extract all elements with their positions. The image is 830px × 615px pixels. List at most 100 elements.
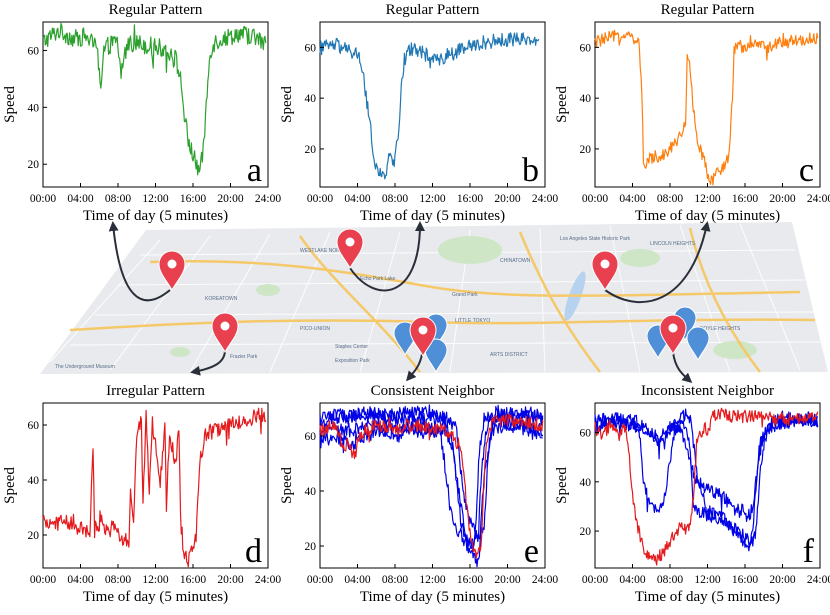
x-tick-label: 00:00 — [307, 574, 333, 586]
series-line-sensor — [42, 407, 267, 568]
y-tick-label: 60 — [305, 431, 317, 443]
x-axis-label: Time of day (5 minutes) — [83, 208, 228, 224]
map-label: Echo Park Lake — [360, 276, 396, 282]
map-labels: WESTLAKE NORTH KOREATOWN PICO-UNION CHIN… — [55, 236, 741, 370]
chart-panel-a: Regular Pattern 00:00 04:00 08:00 12:00 16:00… — [2, 2, 281, 224]
x-tick-label: 24:00 — [807, 193, 830, 205]
chart-title: Regular Pattern — [661, 2, 755, 18]
map-parks — [170, 236, 757, 359]
panel-letter: b — [522, 152, 539, 189]
chart-title: Inconsistent Neighbor — [641, 383, 774, 399]
panel-letter: e — [524, 533, 539, 570]
y-tick-label: 40 — [28, 102, 40, 114]
x-tick-label: 16:00 — [457, 574, 483, 586]
x-tick-label: 12:00 — [694, 574, 720, 586]
y-tick-label: 40 — [580, 93, 592, 105]
y-tick-label: 40 — [305, 486, 317, 498]
x-tick-label: 00:00 — [307, 193, 333, 205]
y-tick-label: 20 — [580, 526, 592, 538]
x-tick-label: 20:00 — [494, 574, 520, 586]
x-tick-label: 24:00 — [255, 193, 281, 205]
y-tick-label: 60 — [305, 42, 317, 54]
x-tick-label: 04:00 — [344, 574, 370, 586]
map-label: LITTLE TOKYO — [455, 318, 490, 324]
map-label: PICO-UNION — [300, 326, 330, 332]
map-pin-red-icon — [158, 250, 186, 292]
target-pins — [158, 228, 687, 358]
map-pin-red-icon — [409, 316, 437, 358]
map-label: BOYLE HEIGHTS — [700, 326, 741, 332]
y-tick-label: 20 — [28, 159, 40, 171]
map-label: Grand Park — [452, 292, 478, 298]
x-tick-label: 20:00 — [217, 193, 243, 205]
panel-letter: d — [245, 533, 262, 570]
y-tick-label: 60 — [28, 45, 40, 57]
x-tick-label: 08:00 — [382, 193, 408, 205]
map-label: Frazier Park — [230, 354, 258, 360]
x-tick-label: 16:00 — [180, 574, 206, 586]
x-tick-label: 16:00 — [457, 193, 483, 205]
map-pin-blue-icon — [424, 338, 448, 374]
y-axis-label: Speed — [554, 467, 570, 504]
x-tick-label: 08:00 — [105, 574, 131, 586]
x-tick-label: 20:00 — [769, 193, 795, 205]
x-tick-label: 20:00 — [494, 193, 520, 205]
chart-panel-d: Irregular Pattern 00:00 04:00 08:00 12:00 16:… — [2, 383, 281, 605]
y-tick-label: 60 — [28, 420, 40, 432]
x-axis-label: Time of day (5 minutes) — [83, 589, 228, 605]
x-tick-label: 20:00 — [769, 574, 795, 586]
x-tick-label: 20:00 — [217, 574, 243, 586]
x-axis-label: Time of day (5 minutes) — [635, 208, 780, 224]
x-tick-label: 12:00 — [419, 193, 445, 205]
map-label: ARTS DISTRICT — [490, 352, 528, 358]
x-tick-label: 08:00 — [657, 193, 683, 205]
x-tick-label: 00:00 — [582, 574, 608, 586]
series-line-sensor — [42, 22, 267, 176]
x-tick-label: 08:00 — [382, 574, 408, 586]
y-axis-label: Speed — [279, 86, 295, 123]
x-tick-label: 00:00 — [30, 193, 56, 205]
y-tick-label: 20 — [305, 541, 317, 553]
y-tick-label: 40 — [305, 93, 317, 105]
y-tick-label: 40 — [28, 475, 40, 487]
x-axis-label: Time of day (5 minutes) — [360, 589, 505, 605]
map-label: KOREATOWN — [205, 296, 238, 302]
y-tick-label: 20 — [305, 144, 317, 156]
y-tick-label: 20 — [580, 144, 592, 156]
x-tick-label: 12:00 — [142, 193, 168, 205]
connector-arrow-e — [406, 353, 423, 382]
map-pin-red-icon — [336, 228, 364, 270]
plot-frame — [594, 21, 821, 188]
map-connectors — [108, 221, 711, 383]
chart-title: Irregular Pattern — [106, 383, 205, 399]
chart-panel-f: Inconsistent Neighbor 00:00 04:00 08:00 12:0… — [554, 383, 830, 605]
chart-panel-b: Regular Pattern 00:00 04:00 08:00 12:00 16:00… — [279, 2, 558, 224]
y-tick-label: 60 — [580, 42, 592, 54]
panel-letter: a — [247, 152, 262, 189]
x-tick-label: 16:00 — [180, 193, 206, 205]
x-tick-label: 24:00 — [532, 193, 558, 205]
map-minor-streets — [49, 223, 823, 373]
x-tick-label: 24:00 — [255, 574, 281, 586]
y-axis-label: Speed — [2, 86, 18, 123]
map-label: WESTLAKE NORTH — [300, 248, 347, 254]
map-panel: WESTLAKE NORTH KOREATOWN PICO-UNION CHIN… — [40, 221, 828, 383]
x-tick-label: 08:00 — [657, 574, 683, 586]
map-label: Staples Center — [335, 344, 368, 350]
x-axis-label: Time of day (5 minutes) — [360, 208, 505, 224]
connector-arrow-f — [672, 351, 693, 383]
connector-arrow-c — [604, 221, 711, 304]
map-label: Los Angeles State Historic Park — [560, 236, 631, 242]
x-tick-label: 12:00 — [419, 574, 445, 586]
x-tick-label: 04:00 — [619, 574, 645, 586]
y-axis-label: Speed — [2, 467, 18, 504]
chart-panel-c: Regular Pattern 00:00 04:00 08:00 12:00 16:00… — [554, 2, 830, 224]
series-line-sensor — [594, 29, 819, 186]
x-tick-label: 24:00 — [807, 574, 830, 586]
connector-arrow-b — [349, 221, 425, 292]
panel-letter: c — [799, 152, 814, 189]
map-pin-red-icon — [591, 250, 619, 292]
series-line-neighbor-3 — [319, 418, 543, 568]
x-tick-label: 16:00 — [732, 574, 758, 586]
